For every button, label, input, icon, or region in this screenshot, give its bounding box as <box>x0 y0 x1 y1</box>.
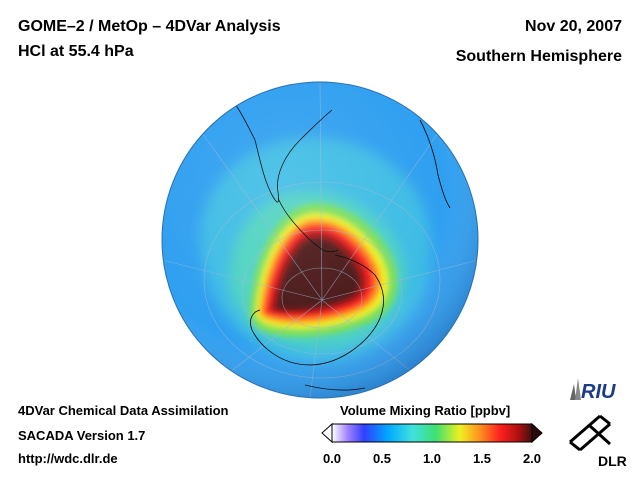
colorbar-tick-2: 1.0 <box>422 451 442 466</box>
colorbar-tick-3: 1.5 <box>472 451 492 466</box>
footer-line-2: SACADA Version 1.7 <box>18 428 146 443</box>
colorbar-left-arrow <box>321 422 333 444</box>
footer-url: http://wdc.dlr.de <box>18 451 118 466</box>
title-line-1: GOME–2 / MetOp – 4DVar Analysis <box>18 18 281 35</box>
colorbar <box>321 422 543 444</box>
dlr-logo-text: DLR <box>598 453 627 469</box>
colorbar-title: Volume Mixing Ratio [ppbv] <box>340 403 511 418</box>
title-line-2: HCl at 55.4 hPa <box>18 43 134 60</box>
riu-logo: RIU <box>570 378 616 403</box>
colorbar-tick-4: 2.0 <box>522 451 542 466</box>
riu-logo-text: RIU <box>581 381 616 403</box>
date-label: Nov 20, 2007 <box>525 18 622 35</box>
colorbar-tick-1: 0.5 <box>372 451 392 466</box>
colorbar-right-arrow <box>531 422 543 444</box>
footer-line-1: 4DVar Chemical Data Assimilation <box>18 403 229 418</box>
colorbar-gradient <box>331 423 533 443</box>
colorbar-tick-0: 0.0 <box>322 451 342 466</box>
dlr-logo: DLR <box>569 414 627 469</box>
globe-map <box>161 81 479 399</box>
hemisphere-label: Southern Hemisphere <box>455 48 622 65</box>
